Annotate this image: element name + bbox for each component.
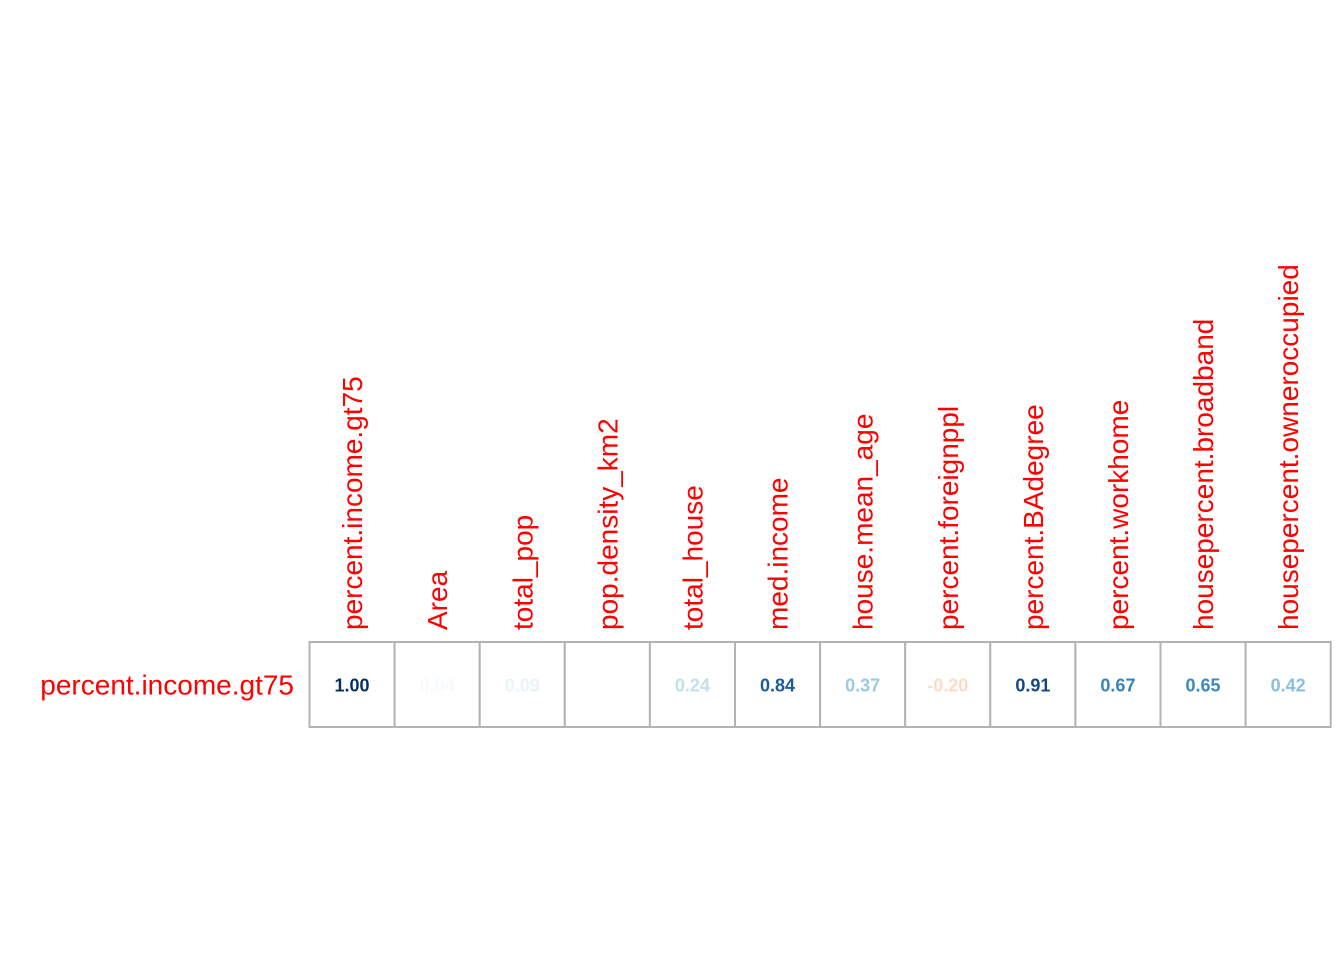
cell-value-label: 0.84	[760, 676, 795, 696]
column-label-percent-income-gt75: percent.income.gt75	[337, 376, 368, 630]
heatmap-cell	[393, 641, 481, 728]
heatmap-cell	[734, 641, 822, 728]
cell-value-label: 0.01	[590, 676, 625, 696]
heatmap-cell	[989, 641, 1077, 728]
cell-value-label: 0.24	[675, 676, 710, 696]
cell-value-label: 0.37	[845, 676, 880, 696]
heatmap-cell	[308, 641, 396, 728]
cell-value-label: 0.65	[1186, 676, 1221, 696]
heatmap-cell	[1244, 641, 1332, 728]
column-label-med-income: med.income	[763, 477, 794, 630]
column-label-total-house: total_house	[677, 485, 708, 630]
cell-value-label: 1.00	[335, 676, 370, 696]
cell-value-label: 0.67	[1100, 676, 1135, 696]
cell-value-label: 0.42	[1271, 676, 1306, 696]
heatmap-cell	[1074, 641, 1162, 728]
heatmap-cells: 1.00 0.04 0.09 0.01 0.24 0.84 0.37 -0.20 0.91 0.6…	[308, 641, 1332, 728]
cell-value-label: 0.91	[1015, 676, 1050, 696]
row-label-percent-income-gt75: percent.income.gt75	[40, 670, 294, 701]
column-label-house-mean-age: house.mean_age	[848, 414, 879, 630]
heatmap-cell	[819, 641, 907, 728]
column-label-housepercent-broadband: housepercent.broadband	[1188, 319, 1219, 630]
column-label-percent-foreignppl: percent.foreignppl	[933, 406, 964, 630]
cell-value-label: 0.09	[505, 676, 540, 696]
row-labels: percent.income.gt75	[40, 670, 294, 701]
heatmap-cell	[478, 641, 566, 728]
heatmap-cell	[904, 641, 992, 728]
column-label-percent-badegree: percent.BAdegree	[1018, 404, 1049, 630]
cell-value-label: -0.20	[927, 676, 968, 696]
column-label-housepercent-owneroccupied: housepercent.owneroccupied	[1273, 264, 1304, 630]
column-label-pop-density-km2: pop.density_km2	[592, 418, 623, 630]
column-labels: percent.income.gt75 Area total_pop pop.dens…	[337, 264, 1304, 630]
column-label-area: Area	[422, 570, 453, 630]
heatmap-cell	[648, 641, 737, 728]
column-label-percent-workhome: percent.workhome	[1103, 400, 1134, 630]
cell-value-label: 0.04	[420, 676, 455, 696]
column-label-total-pop: total_pop	[507, 515, 538, 630]
